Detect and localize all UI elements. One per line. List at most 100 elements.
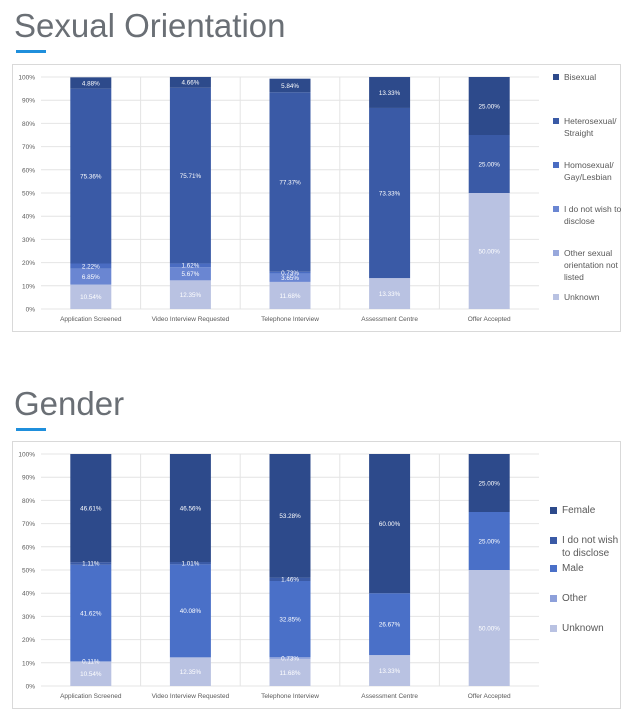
bar-segment	[169, 564, 211, 658]
bar-segment	[369, 77, 411, 108]
bar-segment	[70, 661, 112, 686]
data-label: 26.67%	[379, 621, 401, 628]
legend-item: I do not wish to disclose	[550, 534, 622, 560]
x-category-label: Application Screened	[60, 693, 122, 700]
y-tick-label: 40%	[22, 591, 35, 598]
legend-swatch	[553, 250, 559, 256]
gender-chart: 0% 10% 20% 30% 40% 50% 60% 70% 80% 90% 100% 10.54% 0…	[12, 441, 621, 709]
data-label: 11.68%	[280, 293, 301, 300]
y-tick-label: 10%	[22, 283, 35, 290]
x-category-label: Video Interview Requested	[152, 316, 230, 323]
sexual-orientation-chart-svg: 0% 10% 20% 30% 40% 50% 60% 70% 80% 90% 100% 10.54% 6…	[18, 75, 539, 323]
data-label: 11.68%	[280, 670, 301, 677]
data-label: 25.00%	[479, 103, 501, 110]
legend-label: Unknown	[564, 292, 600, 302]
bar-segment	[169, 267, 211, 281]
y-tick-label: 0%	[26, 684, 36, 691]
bar-segment	[269, 580, 311, 658]
data-label: 3.65%	[281, 275, 299, 282]
bar-segment	[169, 76, 211, 88]
x-category-label: Offer Accepted	[468, 316, 511, 323]
data-label: 40.08%	[180, 608, 202, 615]
bar-segment	[269, 271, 311, 274]
data-label: 50.00%	[479, 625, 501, 632]
legend-item: Homosexual/ Gay/Lesbian	[553, 159, 624, 183]
bar-segment	[70, 77, 112, 89]
data-label: 6.85%	[82, 274, 100, 281]
data-label: 50.00%	[479, 248, 501, 255]
bar-segment	[70, 284, 112, 309]
legend-item: I do not wish to disclose	[553, 203, 624, 227]
data-label: 75.36%	[80, 173, 102, 180]
legend-item: Heterosexual/ Straight	[553, 115, 624, 139]
bar-segment	[269, 577, 311, 581]
legend-item: Female	[550, 504, 622, 517]
x-category-label: Application Screened	[60, 316, 122, 323]
bar-segment	[70, 88, 112, 264]
y-tick-label: 50%	[22, 191, 35, 198]
y-tick-label: 70%	[22, 521, 35, 528]
data-label: 13.33%	[379, 291, 401, 298]
title-underline	[16, 50, 46, 53]
data-label: 77.37%	[279, 179, 301, 186]
bar-segment	[269, 454, 311, 578]
data-label: 12.35%	[180, 292, 202, 299]
bar-segment	[269, 78, 311, 93]
legend-item: Unknown	[550, 622, 622, 635]
sexual-orientation-chart: 0% 10% 20% 30% 40% 50% 60% 70% 80% 90% 100% 10.54% 6…	[12, 64, 621, 332]
bar-segment	[369, 593, 411, 656]
bar-segment	[369, 454, 411, 594]
y-tick-label: 80%	[22, 498, 35, 505]
y-tick-label: 90%	[22, 475, 35, 482]
data-label: 1.01%	[181, 560, 199, 567]
y-tick-label: 20%	[22, 637, 35, 644]
bar-segment	[70, 454, 112, 563]
data-label: 5.84%	[281, 83, 299, 90]
y-tick-label: 70%	[22, 144, 35, 151]
bar-segment	[369, 278, 411, 309]
bar-segment	[468, 512, 510, 570]
x-category-label: Telephone Interview	[261, 693, 319, 700]
data-label: 41.62%	[80, 610, 102, 617]
bar-segment	[269, 281, 311, 309]
legend-label: Female	[562, 505, 596, 516]
x-category-label: Offer Accepted	[468, 693, 511, 700]
bar-segment	[468, 77, 510, 135]
y-tick-label: 30%	[22, 237, 35, 244]
bar-segment	[70, 268, 112, 285]
bar-segment	[369, 655, 411, 686]
bar-segment	[70, 562, 112, 565]
legend-swatch	[553, 162, 559, 168]
data-label: 4.66%	[181, 80, 199, 87]
legend-item: Other	[550, 592, 622, 605]
data-label: 46.56%	[180, 505, 202, 512]
data-label: 2.22%	[82, 263, 100, 270]
legend-label: I do not wish to disclose	[562, 535, 619, 559]
y-tick-label: 10%	[22, 660, 35, 667]
data-label: 4.88%	[82, 80, 100, 87]
y-tick-label: 90%	[22, 98, 35, 105]
legend-label: I do not wish to disclose	[564, 204, 622, 226]
bar-segment	[269, 657, 311, 659]
bar-segment	[468, 454, 510, 512]
y-tick-label: 30%	[22, 614, 35, 621]
legend-swatch	[553, 118, 559, 124]
data-label: 25.00%	[479, 480, 501, 487]
gender-chart-svg: 0% 10% 20% 30% 40% 50% 60% 70% 80% 90% 100% 10.54% 0…	[18, 452, 539, 700]
x-category-label: Assessment Centre	[361, 693, 418, 700]
legend-label: Other	[562, 593, 588, 604]
bar-segment	[169, 454, 211, 563]
y-tick-label: 50%	[22, 568, 35, 575]
data-label: 5.67%	[181, 271, 199, 278]
section-title-sexual-orientation: Sexual Orientation	[14, 7, 286, 44]
data-label: 53.28%	[279, 513, 301, 520]
data-label: 0.73%	[281, 655, 299, 662]
data-label: 1.46%	[281, 577, 299, 584]
legend-label: Homosexual/ Gay/Lesbian	[564, 160, 614, 182]
data-label: 0.73%	[281, 270, 299, 277]
bar-segment	[70, 564, 112, 662]
legend-swatch	[550, 595, 557, 602]
bar-segment	[269, 658, 311, 686]
bar-segment	[468, 570, 510, 686]
legend-swatch	[550, 537, 557, 544]
